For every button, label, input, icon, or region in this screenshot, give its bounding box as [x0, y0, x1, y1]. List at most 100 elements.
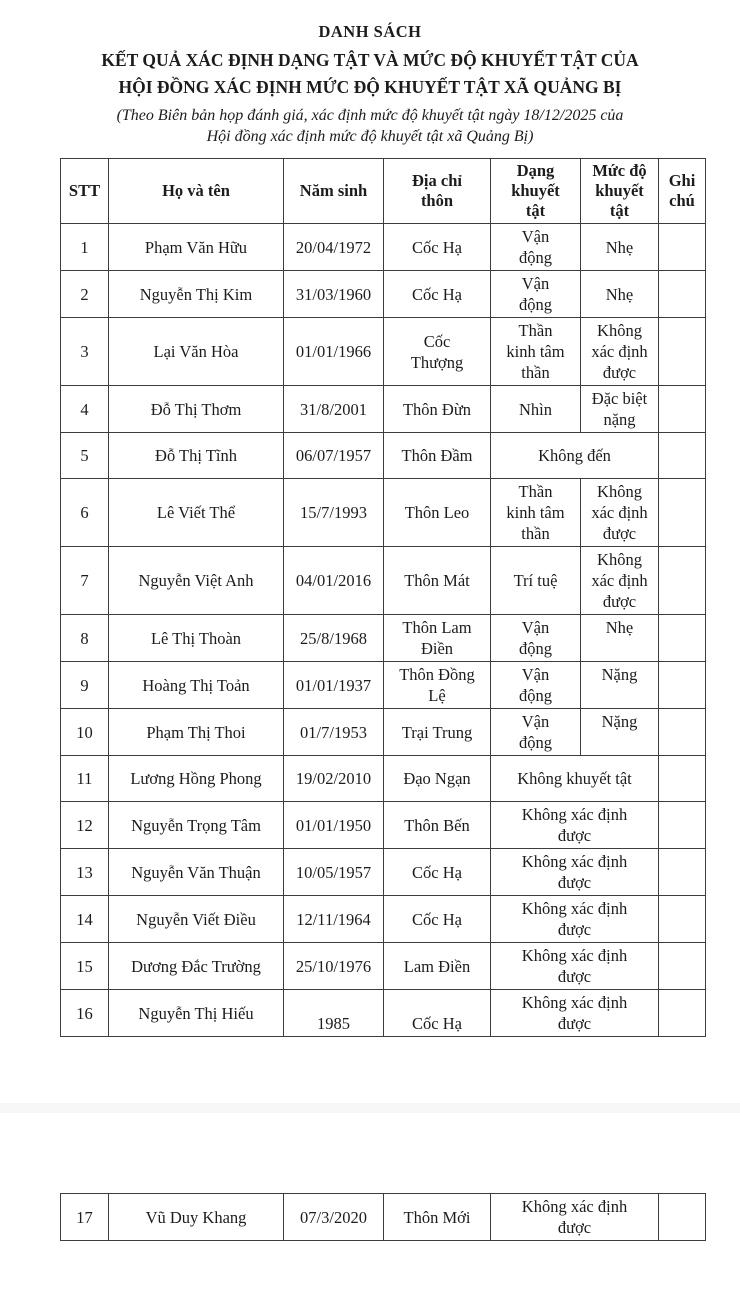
cell-name: Đỗ Thị Tĩnh	[108, 432, 284, 479]
cell-note	[658, 848, 706, 896]
cell-stt: 16	[60, 989, 109, 1037]
cell-birth: 10/05/1957	[283, 848, 384, 896]
cell-name: Nguyễn Trọng Tâm	[108, 801, 284, 849]
header-address: Địa chỉ thôn	[383, 158, 491, 224]
cell-type-severity: Không xác định được	[490, 989, 659, 1037]
table-row: 12 Nguyễn Trọng Tâm 01/01/1950 Thôn Bến Khôn…	[60, 801, 706, 849]
cell-birth: 15/7/1993	[283, 478, 384, 547]
cell-address: Trại Trung	[383, 708, 491, 756]
cell-stt: 17	[60, 1193, 109, 1241]
cell-address: Thôn Lam Điền	[383, 614, 491, 662]
page-break-band	[0, 1103, 740, 1113]
cell-stt: 1	[60, 223, 109, 271]
cell-type-severity: Không xác định được	[490, 895, 659, 943]
table-row: 1 Phạm Văn Hữu 20/04/1972 Cốc Hạ Vận động Nhẹ	[60, 223, 706, 271]
cell-severity: Nhẹ	[580, 614, 659, 662]
cell-stt: 7	[60, 546, 109, 615]
table-row: 6 Lê Viết Thể 15/7/1993 Thôn Leo Thần kinh t…	[60, 478, 706, 547]
cell-birth: 20/04/1972	[283, 223, 384, 271]
cell-stt: 4	[60, 385, 109, 433]
table-header-row: STT Họ và tên Năm sinh Địa chỉ thôn Dạng…	[60, 158, 706, 224]
cell-note	[658, 317, 706, 386]
table-row: 9 Hoàng Thị Toản 01/01/1937 Thôn Đồng Lệ Vận…	[60, 661, 706, 709]
cell-address: Thôn Đừn	[383, 385, 491, 433]
cell-disability-type: Nhìn	[490, 385, 581, 433]
table-row: 2 Nguyễn Thị Kim 31/03/1960 Cốc Hạ Vận động N…	[60, 270, 706, 318]
cell-note	[658, 385, 706, 433]
cell-stt: 3	[60, 317, 109, 386]
cell-severity: Đặc biệt nặng	[580, 385, 659, 433]
cell-stt: 14	[60, 895, 109, 943]
cell-stt: 10	[60, 708, 109, 756]
cell-disability-type: Vận động	[490, 223, 581, 271]
table-row: 15 Dương Đắc Trường 25/10/1976 Lam Điền Khôn…	[60, 942, 706, 990]
cell-address: Thôn Bến	[383, 801, 491, 849]
cell-stt: 12	[60, 801, 109, 849]
cell-note	[658, 270, 706, 318]
table-row: 3 Lại Văn Hòa 01/01/1966 Cốc Thượng Thần kin…	[60, 317, 706, 386]
header-stt: STT	[60, 158, 109, 224]
cell-note	[658, 708, 706, 756]
cell-address: Cốc Hạ	[383, 989, 491, 1037]
header-birth: Năm sinh	[283, 158, 384, 224]
cell-name: Hoàng Thị Toản	[108, 661, 284, 709]
cell-disability-type: Vận động	[490, 708, 581, 756]
cell-disability-type: Thần kinh tâm thần	[490, 317, 581, 386]
cell-stt: 15	[60, 942, 109, 990]
cell-severity: Không xác định được	[580, 546, 659, 615]
table-row: 5 Đỗ Thị Tĩnh 06/07/1957 Thôn Đầm Không đến	[60, 432, 706, 479]
cell-note	[658, 942, 706, 990]
cell-birth: 25/8/1968	[283, 614, 384, 662]
cell-name: Nguyễn Thị Kim	[108, 270, 284, 318]
cell-stt: 9	[60, 661, 109, 709]
cell-note	[658, 989, 706, 1037]
cell-birth: 01/7/1953	[283, 708, 384, 756]
cell-address: Thôn Leo	[383, 478, 491, 547]
table-row: 7 Nguyễn Việt Anh 04/01/2016 Thôn Mát Trí tu…	[60, 546, 706, 615]
cell-note	[658, 614, 706, 662]
cell-severity: Nặng	[580, 708, 659, 756]
cell-birth: 12/11/1964	[283, 895, 384, 943]
cell-name: Nguyễn Việt Anh	[108, 546, 284, 615]
table-row: 14 Nguyễn Viết Điều 12/11/1964 Cốc Hạ Không …	[60, 895, 706, 943]
cell-name: Lương Hồng Phong	[108, 755, 284, 802]
cell-stt: 6	[60, 478, 109, 547]
cell-name: Phạm Văn Hữu	[108, 223, 284, 271]
cell-name: Nguyễn Thị Hiếu	[108, 989, 284, 1037]
cell-birth: 19/02/2010	[283, 755, 384, 802]
cell-address: Thôn Đồng Lệ	[383, 661, 491, 709]
cell-birth: 04/01/2016	[283, 546, 384, 615]
cell-severity: Nặng	[580, 661, 659, 709]
cell-birth: 1985	[283, 989, 384, 1037]
cell-severity: Nhẹ	[580, 223, 659, 271]
cell-type-severity: Không xác định được	[490, 848, 659, 896]
cell-note	[658, 755, 706, 802]
table-row: 8 Lê Thị Thoàn 25/8/1968 Thôn Lam Điền Vận đ…	[60, 614, 706, 662]
cell-name: Lê Thị Thoàn	[108, 614, 284, 662]
document-subtitle-line1: KẾT QUẢ XÁC ĐỊNH DẠNG TẬT VÀ MỨC ĐỘ KHUY…	[101, 50, 639, 70]
cell-stt: 13	[60, 848, 109, 896]
cell-stt: 11	[60, 755, 109, 802]
cell-note	[658, 432, 706, 479]
cell-address: Cốc Hạ	[383, 223, 491, 271]
cell-birth: 01/01/1937	[283, 661, 384, 709]
table-row: 13 Nguyễn Văn Thuận 10/05/1957 Cốc Hạ Không …	[60, 848, 706, 896]
cell-disability-type: Vận động	[490, 614, 581, 662]
cell-disability-type: Trí tuệ	[490, 546, 581, 615]
cell-severity: Không xác định được	[580, 317, 659, 386]
cell-note	[658, 1193, 706, 1241]
cell-name: Đỗ Thị Thơm	[108, 385, 284, 433]
cell-birth: 06/07/1957	[283, 432, 384, 479]
cell-type-severity: Không đến	[490, 432, 659, 479]
cell-address: Cốc Hạ	[383, 270, 491, 318]
table-row: 4 Đỗ Thị Thơm 31/8/2001 Thôn Đừn Nhìn Đặc biệ…	[60, 385, 706, 433]
cell-name: Nguyễn Văn Thuận	[108, 848, 284, 896]
cell-name: Phạm Thị Thoi	[108, 708, 284, 756]
cell-address: Lam Điền	[383, 942, 491, 990]
cell-type-severity: Không xác định được	[490, 1193, 659, 1241]
cell-name: Lại Văn Hòa	[108, 317, 284, 386]
cell-birth: 31/03/1960	[283, 270, 384, 318]
cell-note	[658, 661, 706, 709]
cell-address: Thôn Mới	[383, 1193, 491, 1241]
